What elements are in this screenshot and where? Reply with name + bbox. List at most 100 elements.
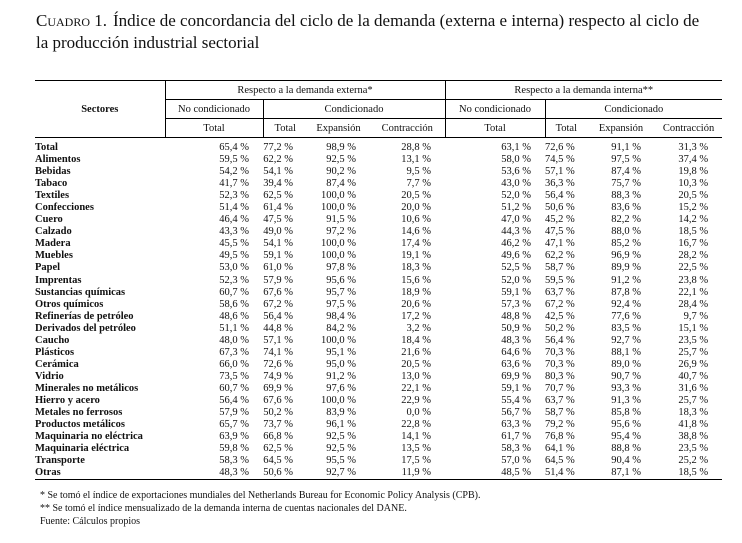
value-cell: 48,3 %: [501, 334, 532, 346]
value-cell: 47,0 %: [501, 214, 532, 226]
sector-cell: Tabaco: [35, 178, 68, 190]
value-cell: 61,0 %: [263, 262, 293, 274]
value-cell: 97,5 %: [611, 154, 642, 166]
column-header: Total: [444, 118, 546, 138]
value-cell: 88,3 %: [611, 190, 642, 202]
column-header: Total: [262, 118, 307, 138]
header-row: Total Total Expansión Contracción Total Total…: [35, 118, 722, 138]
value-cell: 22,1 %: [401, 382, 432, 394]
value-cell: 17,4 %: [401, 238, 432, 250]
value-cell: 57,9 %: [263, 274, 293, 286]
value-cell: 69,9 %: [501, 370, 532, 382]
data-table: Sectores Respecto a la demanda externa* …: [35, 80, 723, 480]
value-cell: 14,6 %: [401, 226, 432, 238]
value-cell: 56,4 %: [545, 334, 575, 346]
value-cell: 92,5 %: [326, 154, 356, 166]
value-cell: 51,2 %: [501, 202, 532, 214]
table-row: Muebles 49,5 % 59,1 % 100,0 % 19,1 % 49,6 % 62…: [35, 250, 722, 262]
value-cell: 46,2 %: [501, 238, 532, 250]
value-cell: 61,7 %: [501, 431, 532, 443]
value-cell: 48,6 %: [219, 310, 249, 322]
table-row: Minerales no metálicos 60,7 % 69,9 % 97,6 %…: [35, 383, 722, 395]
value-cell: 25,7 %: [678, 346, 709, 358]
sector-cell: Bebidas: [35, 166, 71, 178]
value-cell: 57,3 %: [501, 298, 532, 310]
value-cell: 91,2 %: [611, 274, 642, 286]
sub-header: Condicionado: [262, 99, 446, 119]
value-cell: 62,2 %: [545, 250, 575, 262]
value-cell: 47,1 %: [545, 238, 575, 250]
table-row: Transporte 58,3 % 64,5 % 95,5 % 17,5 % 57,0 %…: [35, 455, 722, 467]
value-cell: 45,2 %: [545, 214, 575, 226]
value-cell: 54,2 %: [219, 166, 249, 178]
value-cell: 62,2 %: [263, 154, 293, 166]
value-cell: 72,6 %: [263, 358, 293, 370]
value-cell: 41,8 %: [678, 419, 709, 431]
value-cell: 10,6 %: [401, 214, 432, 226]
value-cell: 15,1 %: [678, 322, 709, 334]
value-cell: 14,2 %: [678, 214, 709, 226]
value-cell: 18,3 %: [401, 262, 432, 274]
value-cell: 97,6 %: [326, 382, 356, 394]
sector-cell: Cerámica: [35, 358, 79, 370]
value-cell: 18,5 %: [678, 467, 709, 479]
value-cell: 63,9 %: [219, 431, 249, 443]
value-cell: 67,3 %: [219, 346, 249, 358]
value-cell: 51,4 %: [219, 202, 249, 214]
value-cell: 58,3 %: [501, 443, 532, 455]
column-header: Expansión: [316, 122, 361, 134]
value-cell: 18,5 %: [678, 226, 709, 238]
value-cell: 64,6 %: [501, 346, 532, 358]
value-cell: 15,6 %: [401, 274, 432, 286]
value-cell: 59,5 %: [545, 274, 575, 286]
value-cell: 56,7 %: [501, 407, 532, 419]
value-cell: 57,9 %: [219, 407, 249, 419]
sub-header: No condicionado: [444, 99, 546, 119]
value-cell: 93,3 %: [611, 382, 642, 394]
value-cell: 56,4 %: [263, 310, 293, 322]
value-cell: 50,6 %: [263, 467, 293, 479]
value-cell: 54,1 %: [263, 238, 293, 250]
value-cell: 48,8 %: [501, 310, 532, 322]
value-cell: 90,2 %: [326, 166, 356, 178]
column-header: Contracción: [381, 122, 433, 134]
value-cell: 9,7 %: [683, 310, 709, 322]
table-head: Sectores Respecto a la demanda externa* …: [35, 80, 723, 138]
table-row: Otras 48,3 % 50,6 % 92,7 % 11,9 % 48,5 % 51,4 …: [35, 467, 722, 480]
value-cell: 89,9 %: [611, 262, 642, 274]
value-cell: 95,7 %: [326, 286, 356, 298]
value-cell: 59,1 %: [501, 382, 532, 394]
sector-cell: Textiles: [35, 190, 70, 202]
footnote: Fuente: Cálculos propios: [40, 516, 140, 527]
sector-cell: Total: [35, 142, 58, 154]
value-cell: 54,1 %: [263, 166, 293, 178]
value-cell: 80,3 %: [545, 370, 575, 382]
value-cell: 70,7 %: [545, 382, 575, 394]
table-row: Total 65,4 % 77,2 % 98,9 % 28,8 % 63,1 % 72,6 …: [35, 138, 722, 155]
table-row: Alimentos 59,5 % 62,2 % 92,5 % 13,1 % 58,0 % 7…: [35, 154, 722, 166]
value-cell: 52,3 %: [219, 190, 249, 202]
value-cell: 36,3 %: [545, 178, 575, 190]
value-cell: 38,8 %: [678, 431, 709, 443]
value-cell: 83,9 %: [326, 407, 356, 419]
value-cell: 48,5 %: [501, 467, 532, 479]
value-cell: 83,5 %: [611, 322, 642, 334]
value-cell: 90,4 %: [611, 455, 642, 467]
value-cell: 63,7 %: [545, 395, 575, 406]
value-cell: 65,4 %: [219, 142, 249, 154]
value-cell: 92,4 %: [611, 298, 642, 310]
value-cell: 57,0 %: [501, 455, 532, 467]
group-header: Respecto a la demanda externa*: [164, 80, 446, 100]
value-cell: 84,2 %: [326, 322, 356, 334]
sector-cell: Hierro y acero: [35, 395, 100, 406]
value-cell: 67,2 %: [545, 298, 575, 310]
value-cell: 67,6 %: [263, 395, 293, 406]
value-cell: 50,2 %: [263, 407, 293, 419]
value-cell: 51,1 %: [219, 322, 249, 334]
value-cell: 59,1 %: [501, 286, 532, 298]
value-cell: 43,3 %: [219, 226, 249, 238]
table-row: Refinerías de petróleo 48,6 % 56,4 % 98,4 %…: [35, 311, 722, 323]
value-cell: 95,6 %: [326, 274, 356, 286]
value-cell: 18,9 %: [401, 286, 432, 298]
